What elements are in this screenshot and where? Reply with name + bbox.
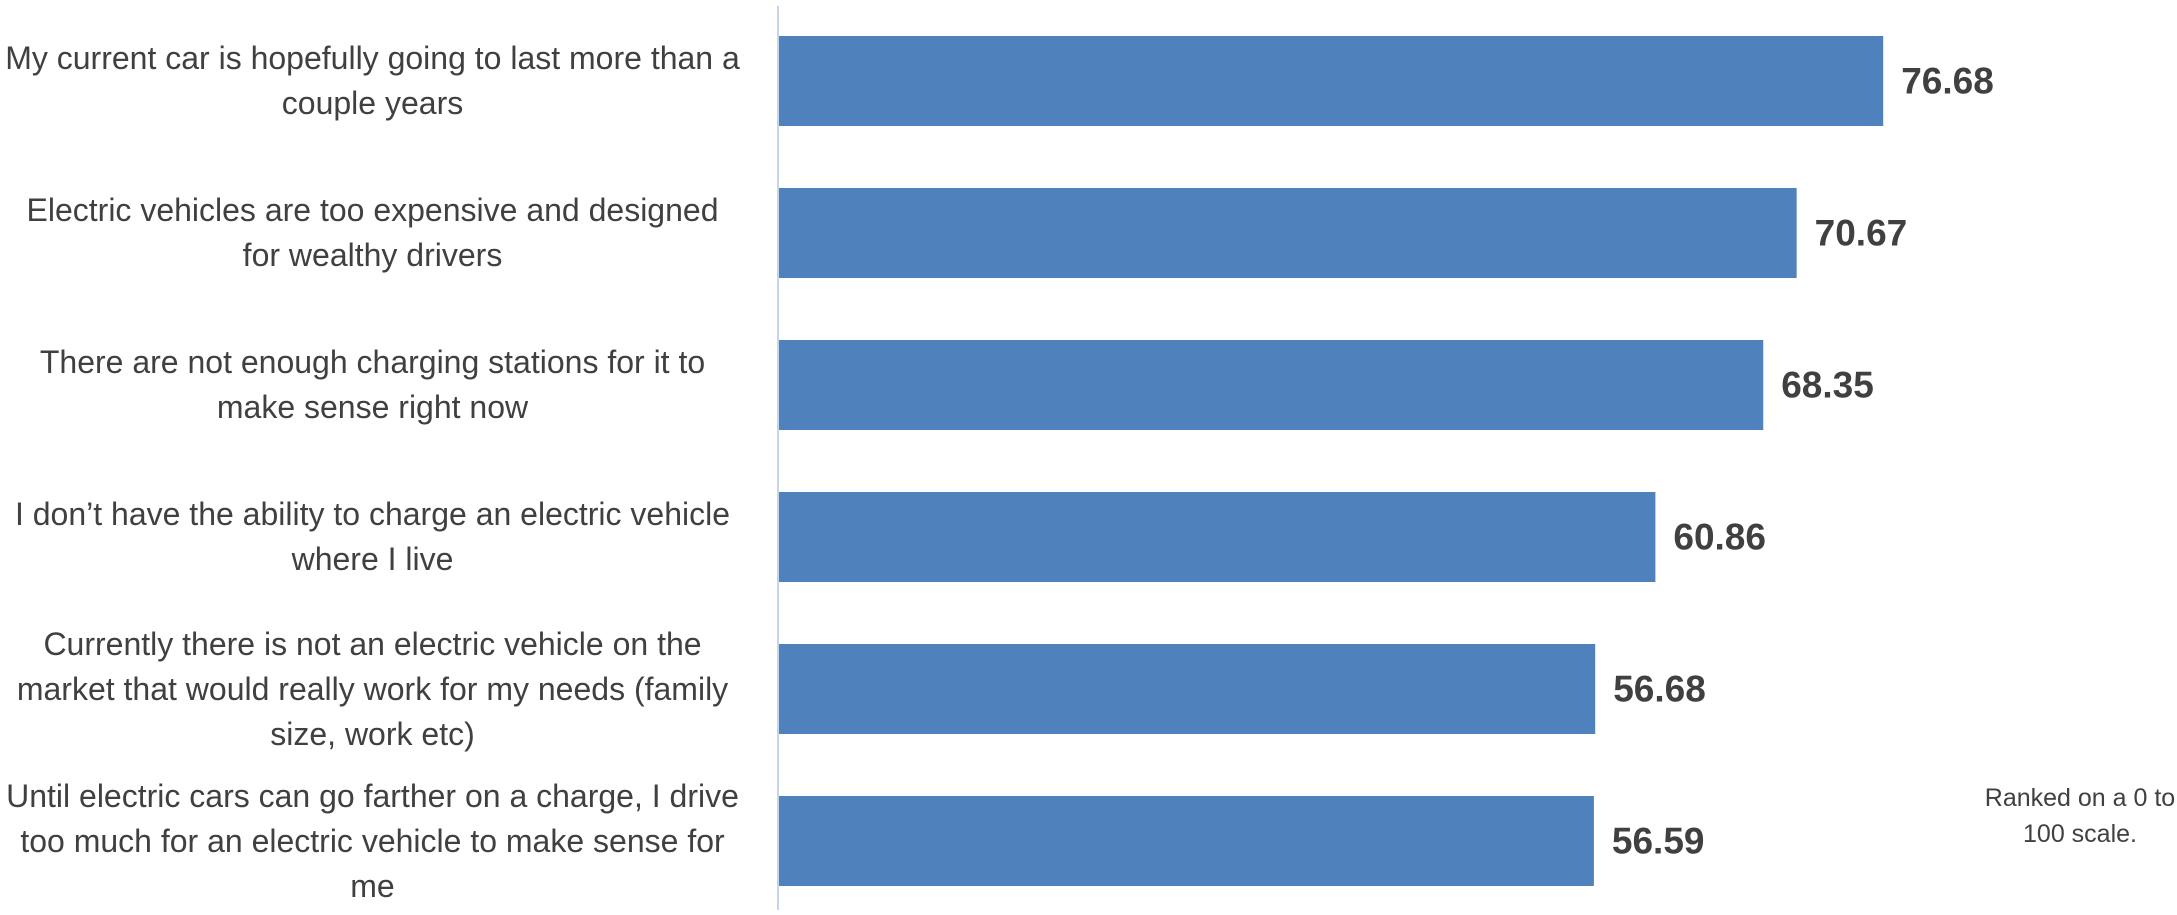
category-label-5: Currently there is not an electric vehic…	[0, 619, 745, 759]
data-label-5: 56.68	[1613, 669, 1706, 710]
bar-5	[779, 644, 1596, 734]
category-label-4: I don’t have the ability to charge an el…	[0, 467, 745, 607]
category-label-1: My current car is hopefully going to las…	[0, 11, 745, 151]
category-label-text: Currently there is not an electric vehic…	[16, 625, 729, 752]
bar-4	[779, 492, 1656, 582]
data-label-3: 68.35	[1781, 365, 1874, 406]
data-label-1: 76.68	[1901, 61, 1994, 102]
category-label-text: There are not enough charging stations f…	[39, 344, 706, 425]
bar-1	[779, 36, 1884, 126]
value-labels-layer: 76.68 70.67 68.35 60.86 56.68 56.59	[1612, 61, 1994, 862]
bars-layer	[779, 36, 1884, 886]
category-label-text: My current car is hopefully going to las…	[5, 40, 740, 121]
data-label-6: 56.59	[1612, 821, 1705, 862]
scale-annotation: Ranked on a 0 to 100 scale.	[1984, 784, 2176, 848]
data-label-4: 60.86	[1673, 517, 1766, 558]
category-label-3: There are not enough charging stations f…	[0, 315, 745, 455]
bar-2	[779, 188, 1797, 278]
bar-6	[779, 796, 1594, 886]
category-label-text: Electric vehicles are too expensive and …	[26, 192, 719, 273]
category-label-text: Until electric cars can go farther on a …	[6, 777, 739, 904]
bar-3	[779, 340, 1764, 430]
data-label-2: 70.67	[1815, 213, 1908, 254]
category-label-2: Electric vehicles are too expensive and …	[0, 163, 745, 303]
category-label-text: I don’t have the ability to charge an el…	[14, 496, 731, 577]
category-label-6: Until electric cars can go farther on a …	[0, 771, 745, 911]
